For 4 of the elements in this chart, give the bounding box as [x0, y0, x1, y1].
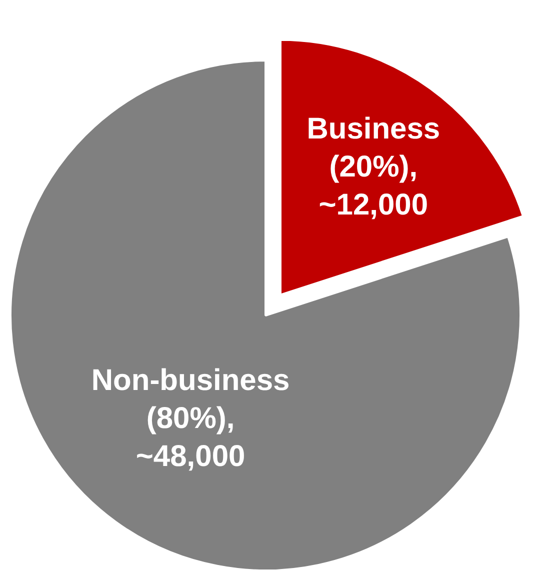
- slice-label: Business: [306, 112, 440, 146]
- data-label: (20%), ~12,000: [318, 150, 428, 222]
- data-label: (80%), ~48,000: [136, 402, 246, 474]
- slice-label: Non-business: [91, 364, 290, 398]
